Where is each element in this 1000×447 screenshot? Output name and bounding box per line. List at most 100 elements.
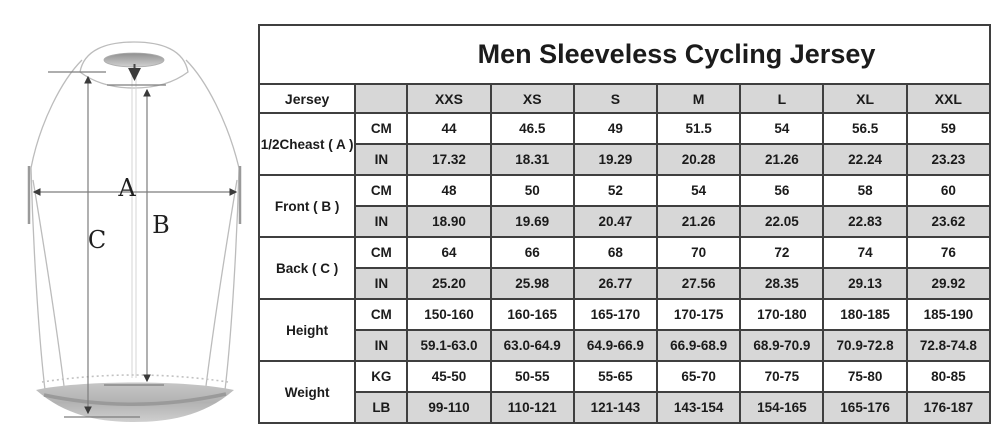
label-b: B: [152, 211, 170, 239]
label-a: A: [117, 174, 136, 202]
size-value: 170-175: [656, 298, 742, 331]
size-value: 50-55: [489, 360, 575, 393]
table-row: Front ( B ) CM 48 50 52 54 56 58 60: [257, 174, 992, 238]
size-value: 70.9-72.8: [822, 329, 908, 362]
size-value: 19.69: [489, 205, 575, 238]
size-value: 66: [489, 236, 575, 269]
measurement-label: 1/2Cheast ( A ): [257, 112, 357, 176]
size-header-xxl: XXL: [905, 83, 992, 114]
title-row: Men Sleeveless Cycling Jersey: [258, 24, 991, 85]
size-value: 44: [406, 112, 492, 145]
size-value: 22.83: [822, 205, 908, 238]
right-side-seam: [224, 167, 240, 391]
table-row: Height CM 150-160 160-165 165-170 170-175 170-…: [257, 298, 992, 362]
size-value: 56: [739, 174, 825, 207]
unit-header-blank: [354, 83, 409, 114]
size-value: 74: [822, 236, 908, 269]
size-value: 176-187: [905, 391, 992, 424]
left-shoulder-seam: [30, 59, 83, 169]
unit-label: IN: [354, 267, 409, 300]
unit-label: CM: [354, 236, 409, 269]
size-value: 29.13: [822, 267, 908, 300]
size-header-xxs: XXS: [406, 83, 492, 114]
size-header-s: S: [572, 83, 659, 114]
collar: [79, 41, 189, 89]
unit-label: CM: [354, 112, 409, 145]
size-header-l: L: [739, 83, 825, 114]
size-value: 110-121: [489, 391, 575, 424]
size-value: 70-75: [739, 360, 825, 393]
unit-label: IN: [354, 329, 409, 362]
size-value: 72.8-74.8: [905, 329, 992, 362]
size-value: 19.29: [572, 143, 659, 176]
size-value: 75-80: [822, 360, 908, 393]
right-inner-seam: [205, 179, 238, 387]
size-value: 49: [572, 112, 659, 145]
measurement-label: Height: [257, 298, 357, 362]
size-value: 29.92: [905, 267, 992, 300]
size-value: 28.35: [739, 267, 825, 300]
jersey-outline: [30, 41, 240, 391]
size-value: 23.62: [905, 205, 992, 238]
unit-label: KG: [354, 360, 409, 393]
table-row: LB 99-110 110-121 121-143 143-154 154-165 165-…: [259, 391, 992, 424]
size-value: 48: [406, 174, 492, 207]
size-value: 65-70: [656, 360, 742, 393]
size-value: 46.5: [489, 112, 575, 145]
size-value: 70: [656, 236, 742, 269]
size-header-xl: XL: [822, 83, 908, 114]
size-value: 54: [656, 174, 742, 207]
size-value: 68: [572, 236, 659, 269]
hem-stitch-line: [41, 374, 229, 383]
measurement-label: Front ( B ): [257, 174, 357, 238]
unit-label: CM: [354, 174, 409, 207]
size-value: 59: [905, 112, 992, 145]
size-value: 143-154: [656, 391, 742, 424]
table-row: IN 17.32 18.31 19.29 20.28 21.26 22.24 23.23: [259, 143, 992, 176]
size-value: 121-143: [572, 391, 659, 424]
size-value: 170-180: [739, 298, 825, 331]
size-value: 54: [739, 112, 825, 145]
table-row: IN 59.1-63.0 63.0-64.9 64.9-66.9 66.9-68.9 68…: [259, 329, 992, 362]
size-value: 58: [822, 174, 908, 207]
table-row: 1/2Cheast ( A ) CM 44 46.5 49 51.5 54 56.5 59: [257, 112, 992, 176]
hem-dark-curve: [43, 392, 227, 406]
table-row: Back ( C ) CM 64 66 68 70 72 74 76: [257, 236, 992, 300]
size-value: 18.90: [406, 205, 492, 238]
size-value: 80-85: [905, 360, 992, 393]
hem-band: [36, 382, 234, 422]
table-title: Men Sleeveless Cycling Jersey: [258, 24, 991, 85]
size-value: 76: [905, 236, 992, 269]
measurement-label: Weight: [257, 360, 357, 424]
size-header-m: M: [656, 83, 742, 114]
size-value: 22.05: [739, 205, 825, 238]
size-value: 52: [572, 174, 659, 207]
right-shoulder-seam: [185, 59, 240, 169]
unit-label: IN: [354, 143, 409, 176]
size-value: 99-110: [406, 391, 492, 424]
size-value: 154-165: [739, 391, 825, 424]
unit-label: IN: [354, 205, 409, 238]
size-header-row: Jersey XXS XS S M L XL XXL: [257, 83, 992, 114]
size-value: 20.28: [656, 143, 742, 176]
size-value: 185-190: [905, 298, 992, 331]
unit-label: LB: [354, 391, 409, 424]
size-value: 64.9-66.9: [572, 329, 659, 362]
size-table: Men Sleeveless Cycling Jersey Jersey XXS…: [257, 24, 992, 424]
jersey-diagram: A B C: [27, 41, 242, 422]
label-c: C: [88, 226, 106, 254]
size-value: 165-176: [822, 391, 908, 424]
size-value: 68.9-70.9: [739, 329, 825, 362]
zipper-line: [131, 67, 137, 378]
size-value: 22.24: [822, 143, 908, 176]
size-value: 66.9-68.9: [656, 329, 742, 362]
left-side-seam: [30, 167, 46, 391]
size-value: 20.47: [572, 205, 659, 238]
size-value: 21.26: [656, 205, 742, 238]
size-table-body: 1/2Cheast ( A ) CM 44 46.5 49 51.5 54 56.5 59 IN 1…: [257, 112, 992, 424]
size-value: 50: [489, 174, 575, 207]
size-value: 51.5: [656, 112, 742, 145]
size-value: 45-50: [406, 360, 492, 393]
table-row: IN 18.90 19.69 20.47 21.26 22.05 22.83 23.62: [259, 205, 992, 238]
